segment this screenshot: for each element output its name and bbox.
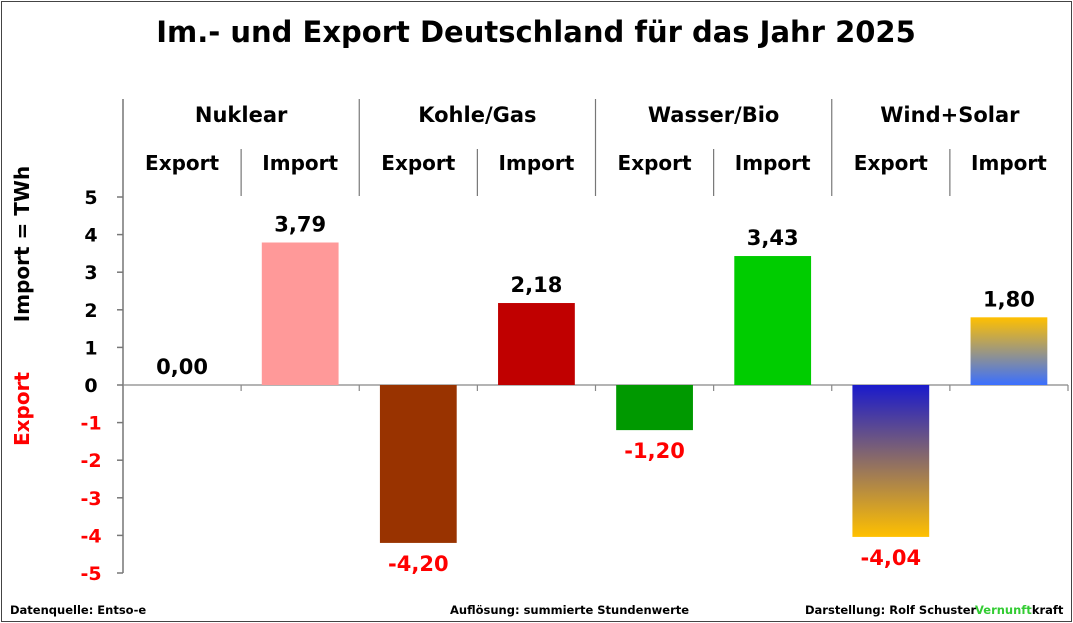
data-label: -4,20 [388, 552, 449, 576]
data-label: -1,20 [624, 439, 685, 463]
footer-brand: Vernunftkraft [975, 603, 1064, 617]
data-label: -4,04 [861, 546, 922, 570]
bar-nuklear-import [261, 242, 339, 385]
footer-resolution: Auflösung: summierte Stundenwerte [450, 603, 689, 617]
y-tick-label: 4 [84, 225, 97, 247]
category-label: Wind+Solar [880, 103, 1020, 127]
bar-kohle-gas-export [379, 385, 457, 543]
bar-wasser-bio-export [616, 385, 693, 431]
brand-green-part: Vernunft [975, 603, 1032, 617]
data-label: 0,00 [156, 355, 208, 379]
footer-source: Datenquelle: Entso-e [10, 603, 146, 617]
y-tick-label: 5 [84, 187, 97, 209]
y-tick-label: -1 [80, 413, 101, 435]
y-tick-label: -2 [80, 450, 101, 472]
subcategory-label: Import [499, 151, 575, 175]
data-label: 2,18 [511, 273, 563, 297]
subcategory-label: Export [854, 151, 928, 175]
y-tick-label: -5 [80, 563, 101, 585]
subcategory-label: Export [618, 151, 692, 175]
category-label: Wasser/Bio [648, 103, 780, 127]
bar-kohle-gas-import [498, 303, 575, 385]
data-label: 3,79 [274, 212, 326, 236]
subcategory-label: Import [262, 151, 338, 175]
subcategory-label: Import [735, 151, 811, 175]
y-axis-label-import: Import = TWh [10, 166, 34, 322]
y-axis-label-export: Export [10, 372, 34, 446]
bar-wind-solar-import [970, 317, 1048, 385]
data-label: 3,43 [747, 226, 799, 250]
subcategory-label: Export [145, 151, 219, 175]
bars-group: 0,00 3,79 -4,20 2,18 -1,20 3,43 -4,04 1,80 [156, 212, 1048, 576]
y-tick-label: 3 [84, 262, 97, 284]
y-tick-label: 0 [84, 375, 97, 397]
category-label: Kohle/Gas [418, 103, 536, 127]
chart-title: Im.- und Export Deutschland für das Jahr… [156, 15, 916, 49]
category-header-group: Nuklear Export Import Kohle/Gas Export Import… [122, 99, 1047, 573]
y-tick-label: -3 [80, 488, 101, 510]
bar-wind-solar-export [852, 385, 930, 537]
bar-wasser-bio-import [734, 256, 812, 385]
y-tick-label: -4 [80, 525, 101, 547]
subcategory-label: Import [971, 151, 1047, 175]
brand-black-part: kraft [1032, 603, 1064, 617]
data-label: 1,80 [983, 287, 1035, 311]
category-label: Nuklear [195, 103, 288, 127]
y-tick-label: 1 [84, 337, 97, 359]
subcategory-label: Export [381, 151, 455, 175]
y-tick-label: 2 [84, 300, 97, 322]
footer-author: Darstellung: Rolf Schuster [805, 603, 977, 617]
